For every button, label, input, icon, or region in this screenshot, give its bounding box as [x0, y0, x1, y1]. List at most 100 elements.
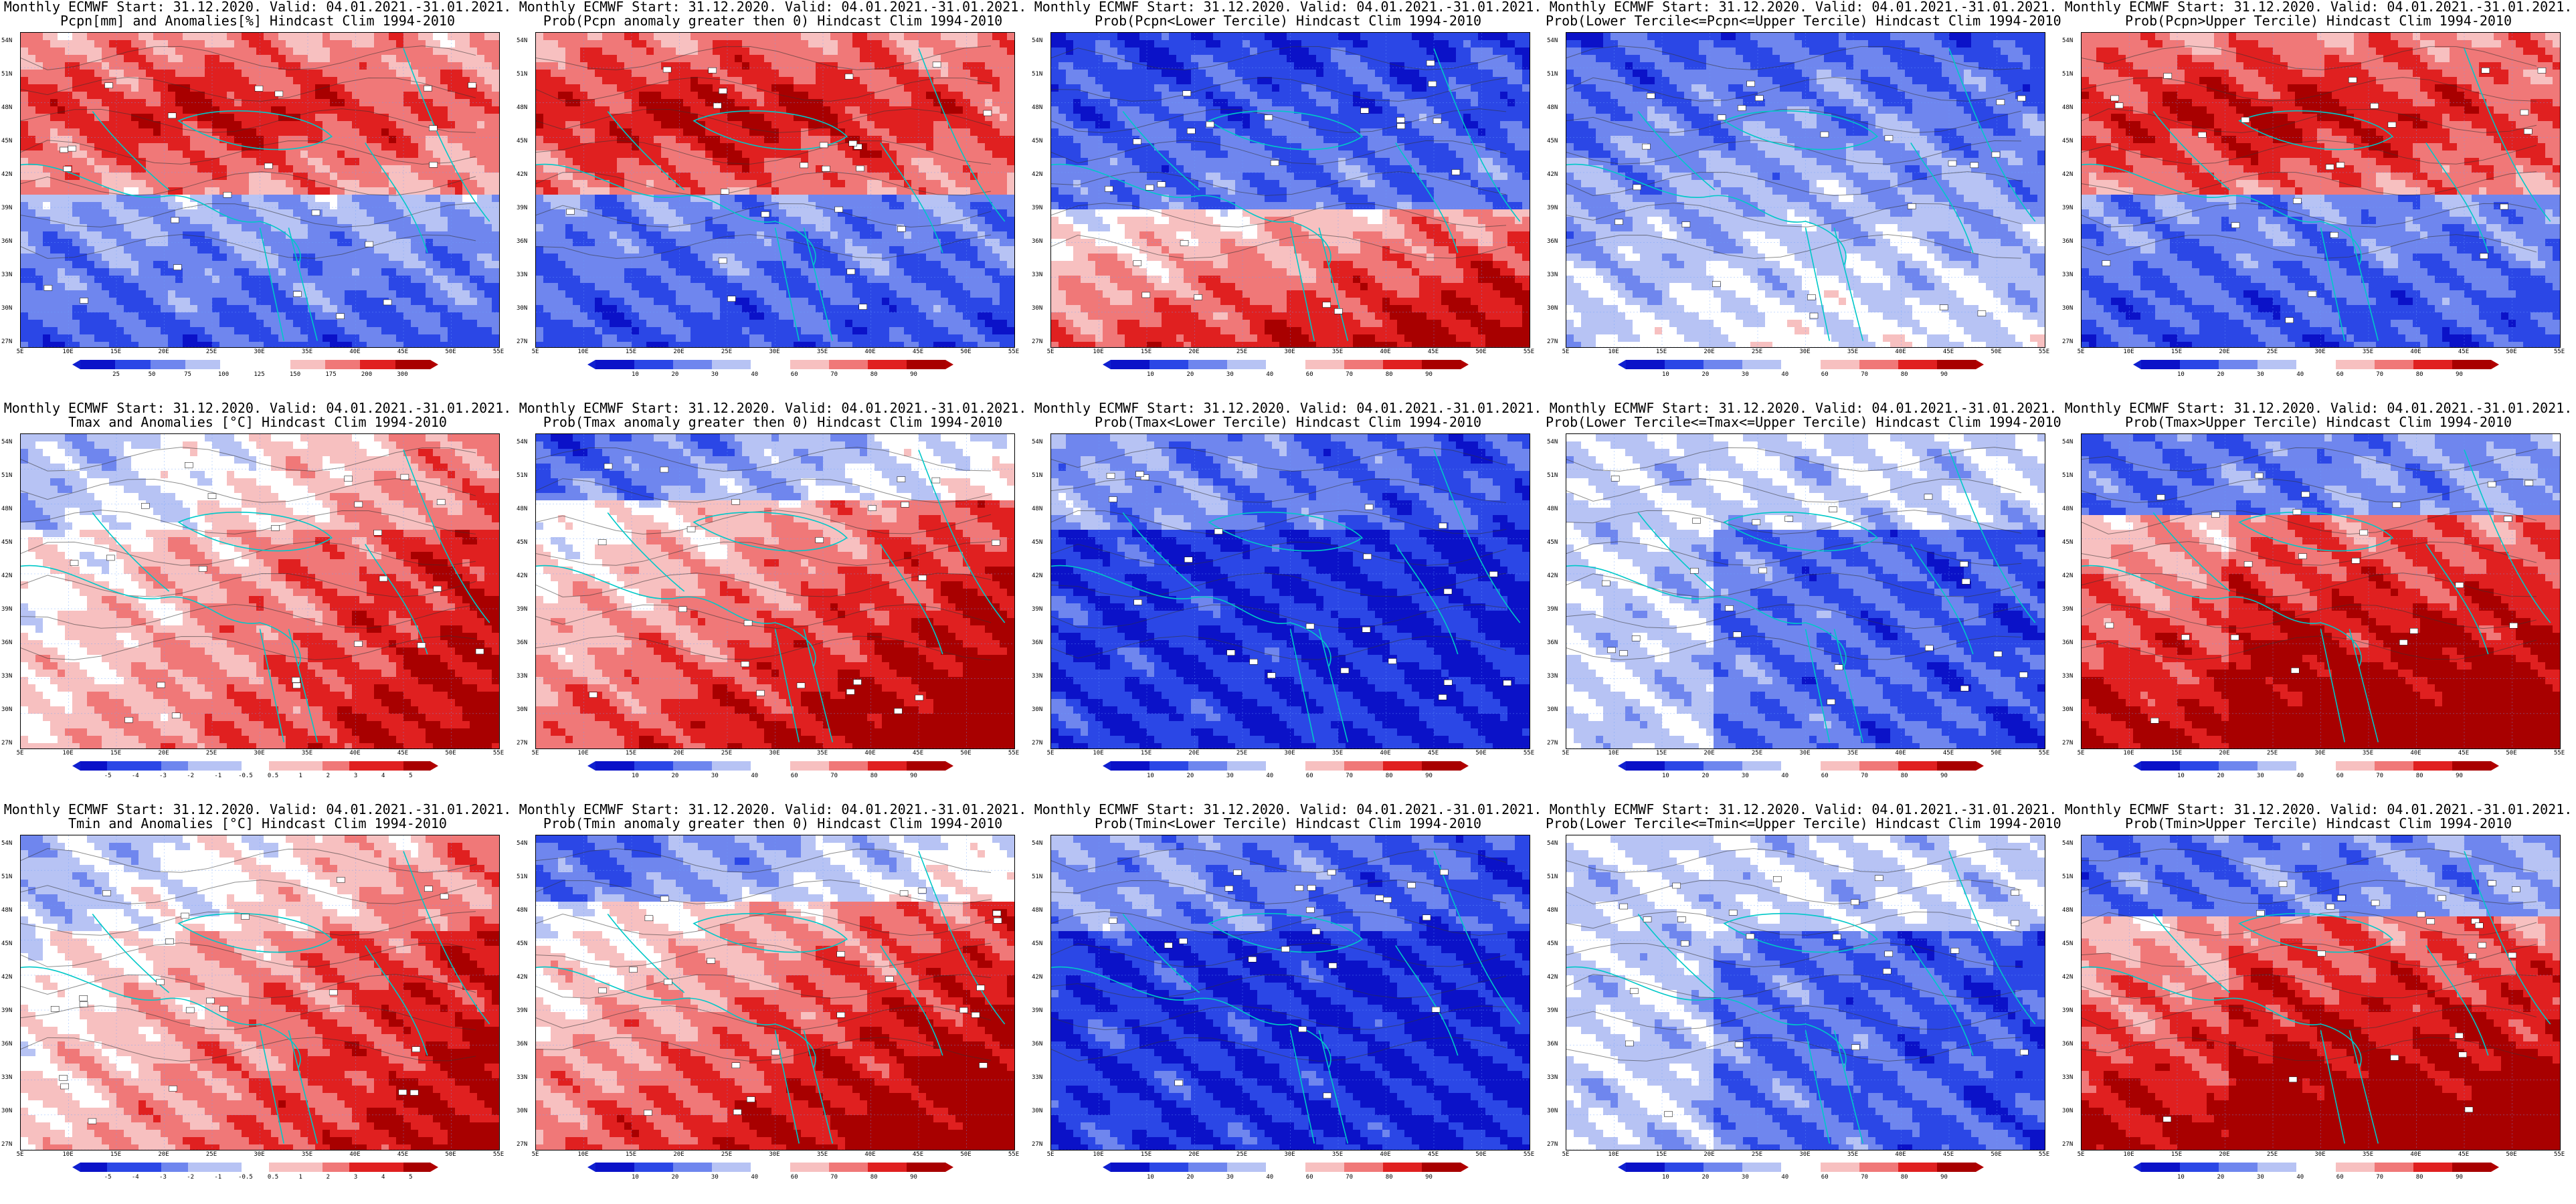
longitude-label: 20E	[2219, 348, 2229, 355]
color-scale-label: 75	[184, 371, 191, 378]
color-scale-label: 10	[1662, 371, 1669, 378]
latitude-label: 36N	[2062, 238, 2073, 245]
color-scale-label: 40	[2296, 773, 2304, 779]
color-scale-label: 80	[870, 773, 878, 779]
longitude-label: 35E	[817, 348, 828, 355]
color-scale-cell	[828, 761, 868, 771]
color-scale-cell	[1936, 761, 1976, 771]
longitude-label: 50E	[1991, 348, 2001, 355]
longitude-label: 25E	[2267, 750, 2278, 757]
panel-title-line2: Prob(Lower Tercile<=Tmax<=Upper Tercile)…	[1546, 415, 2061, 429]
color-scale-label: 30	[711, 773, 719, 779]
latitude-label: 45N	[1032, 138, 1042, 144]
color-scale-labels: 10 20 30 40 60 70 80 90	[595, 371, 953, 379]
color-scale-label: 60	[2336, 1174, 2344, 1181]
longitude-label: 20E	[158, 348, 169, 355]
panel-title-line2: Prob(Pcpn anomaly greater then 0) Hindca…	[515, 14, 1030, 28]
longitude-label: 30E	[769, 1151, 779, 1158]
color-scale-label: -5	[104, 1174, 112, 1181]
latitude-label: 45N	[1547, 138, 1558, 144]
color-scale-cell	[1344, 360, 1383, 369]
panel-title-line1: Monthly ECMWF Start: 31.12.2020. Valid: …	[1546, 0, 2061, 14]
longitude-label: 10E	[577, 348, 588, 355]
latitude-label: 42N	[1032, 171, 1042, 178]
color-scale-label: 90	[2456, 371, 2463, 378]
longitude-label: 45E	[913, 348, 923, 355]
color-scale-labels: 10 20 30 40 60 70 80 90	[1626, 773, 1984, 781]
color-scale-label: 90	[2456, 1174, 2463, 1181]
longitude-label: 15E	[1656, 348, 1667, 355]
longitude-label: 20E	[2219, 1151, 2229, 1158]
longitude-label: 55E	[2554, 750, 2565, 757]
map-panel: Monthly ECMWF Start: 31.12.2020. Valid: …	[0, 401, 515, 803]
longitude-label: 20E	[1704, 348, 1714, 355]
longitude-label: 35E	[2363, 348, 2373, 355]
panel-title-line2: Prob(Lower Tercile<=Tmin<=Upper Tercile)…	[1546, 817, 2061, 831]
longitude-label: 15E	[1141, 348, 1152, 355]
longitude-label: 50E	[1475, 1151, 1486, 1158]
longitude-label: 40E	[1895, 1151, 1906, 1158]
latitude-label: 36N	[1032, 1041, 1042, 1047]
color-scale-cell	[80, 1163, 108, 1172]
longitude-label: 25E	[1236, 348, 1247, 355]
color-scale-cell	[80, 360, 116, 369]
latitude-label: 30N	[1547, 1108, 1558, 1114]
longitude-label: 40E	[864, 750, 875, 757]
latitude-label: 30N	[1032, 1108, 1042, 1114]
longitude-label: 30E	[2314, 1151, 2325, 1158]
longitude-label: 50E	[445, 1151, 456, 1158]
color-scale-cell	[2219, 1163, 2258, 1172]
color-scale-label: 30	[1742, 773, 1749, 779]
longitude-label: 5E	[1562, 750, 1570, 757]
color-scale-cell	[2413, 1163, 2452, 1172]
latitude-label: 42N	[1547, 171, 1558, 178]
color-scale-label: -1	[214, 773, 221, 779]
longitude-label: 40E	[1380, 1151, 1390, 1158]
longitude-label: 15E	[1656, 1151, 1667, 1158]
color-scale-cell	[1781, 360, 1821, 369]
longitude-label: 55E	[2039, 750, 2049, 757]
color-scale-cell	[1665, 1163, 1704, 1172]
longitude-label: 55E	[2039, 348, 2049, 355]
latitude-label: 36N	[2062, 639, 2073, 646]
panel-title-line2: Prob(Tmin<Lower Tercile) Hindcast Clim 1…	[1030, 817, 1546, 831]
color-scale-cell	[134, 1163, 161, 1172]
panel-title-line1: Monthly ECMWF Start: 31.12.2020. Valid: …	[1030, 803, 1546, 817]
forecast-map	[1566, 835, 2045, 1150]
longitude-label: 15E	[626, 750, 636, 757]
color-scale-label: -0.5	[238, 773, 253, 779]
panel-title-line1: Monthly ECMWF Start: 31.12.2020. Valid: …	[1030, 401, 1546, 415]
longitude-label: 40E	[1380, 750, 1390, 757]
color-scale-label: 10	[632, 773, 639, 779]
latitude-label: 36N	[1, 238, 12, 245]
color-scale-cell	[1111, 761, 1150, 771]
color-scale-cell	[595, 1163, 635, 1172]
color-scale-cell	[595, 761, 635, 771]
color-scale-label: 40	[1781, 773, 1788, 779]
latitude-label: 48N	[517, 506, 527, 512]
latitude-label: 36N	[1032, 238, 1042, 245]
longitude-label: 5E	[1047, 348, 1054, 355]
color-scale-cell	[673, 761, 713, 771]
latitude-label: 36N	[517, 238, 527, 245]
longitude-label: 15E	[2171, 348, 2182, 355]
map-field	[21, 33, 499, 347]
color-scale-cell	[1111, 1163, 1150, 1172]
forecast-map	[1050, 433, 1530, 749]
color-scale-label: 125	[254, 371, 264, 378]
color-scale-cell	[2374, 761, 2413, 771]
longitude-label: 45E	[397, 1151, 408, 1158]
latitude-label: 33N	[1032, 272, 1042, 278]
latitude-label: 33N	[517, 673, 527, 680]
latitude-label: 51N	[517, 71, 527, 78]
latitude-label: 48N	[2062, 907, 2073, 914]
latitude-label: 51N	[2062, 71, 2073, 78]
latitude-label: 45N	[1, 539, 12, 546]
color-scale-label: 20	[2217, 773, 2224, 779]
latitude-label: 51N	[1547, 472, 1558, 479]
latitude-label: 27N	[1032, 1141, 1042, 1148]
longitude-label: 50E	[1991, 750, 2001, 757]
color-scale-cell	[242, 1163, 269, 1172]
latitude-label: 45N	[1032, 539, 1042, 546]
latitude-label: 36N	[1, 1041, 12, 1047]
